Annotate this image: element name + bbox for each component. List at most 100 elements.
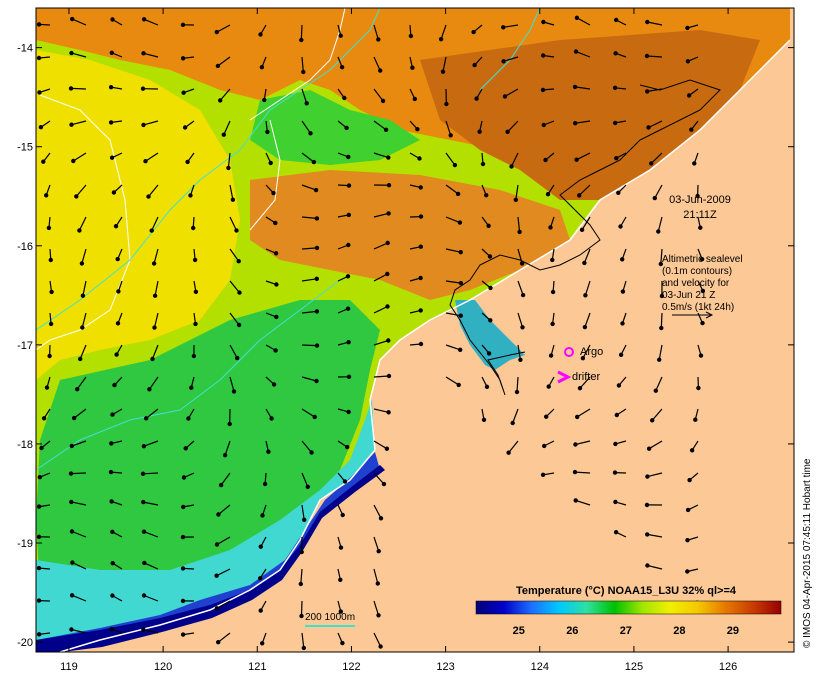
velocity-arrow-head [271,382,277,387]
velocity-arrow-head [183,446,188,451]
velocity-arrow [648,120,663,129]
velocity-arrow [71,18,87,26]
velocity-arrow-head [74,194,79,199]
velocity-arrow-head [346,212,351,218]
colorbar-ramp [475,600,782,615]
velocity-arrow [660,312,663,329]
velocity-arrow-head [214,542,220,547]
velocity-arrow-head [520,292,526,298]
velocity-arrow-head [74,387,80,392]
velocity-arrow-head [260,641,265,646]
velocity-arrow [81,312,87,328]
velocity-arrow-head [472,62,477,68]
velocity-arrow-head [109,441,114,446]
velocity-arrow-head [338,545,344,550]
velocity-arrow [216,600,231,609]
velocity-arrow-head [345,306,351,311]
velocity-arrow-head [188,193,193,198]
velocity-arrow-head [141,444,147,449]
velocity-arrow [654,184,663,199]
velocity-arrow-head [381,481,387,487]
velocity-arrow-head [237,290,242,295]
velocity-arrow-head [71,158,76,164]
plot-frame [35,7,795,653]
velocity-arrow-head [657,357,662,362]
velocity-arrow [583,248,591,264]
sst-field [36,8,790,652]
velocity-arrow-head [180,56,186,61]
velocity-arrow-head [338,577,343,583]
velocity-arrow-head [384,446,390,451]
velocity-arrow [300,568,303,585]
velocity-arrow-head [298,581,303,587]
svg-text:and velocity for: and velocity for [662,278,730,289]
velocity-arrow-head [36,534,42,540]
velocity-arrow-head [345,444,350,450]
velocity-arrow-head [140,471,146,476]
velocity-arrow-head [218,482,224,488]
velocity-arrow [579,376,591,389]
velocity-arrow [373,305,388,314]
velocity-arrow-head [182,125,188,130]
velocity-arrow-head [614,155,619,161]
velocity-arrow [373,632,382,647]
velocity-arrow-head [541,19,546,25]
velocity-arrow-head [645,532,650,537]
velocity-arrow-head [614,412,620,418]
velocity-arrow-head [385,240,390,246]
velocity-arrow [148,184,159,197]
velocity-arrow-head [36,504,42,509]
velocity-arrow-head [258,32,263,37]
velocity-arrow-head [577,386,583,391]
velocity-arrow [153,312,159,328]
velocity-arrow-head [385,304,390,309]
velocity-arrow [301,247,318,250]
velocity-arrow [575,86,591,90]
svg-text:200 1000m: 200 1000m [305,612,355,623]
velocity-arrow-head [314,343,320,348]
velocity-arrow-head [546,384,551,389]
velocity-arrow-head [540,87,546,93]
velocity-arrow-head [190,225,196,231]
velocity-arrow-head [68,471,74,476]
velocity-arrow [70,87,87,90]
velocity-arrow-head [150,356,155,362]
velocity-arrow-head [488,285,493,291]
velocity-arrow-head [258,576,263,581]
svg-text:Altimetric sealevel: Altimetric sealevel [662,254,743,265]
sst-warm-mid [250,170,570,300]
velocity-arrow-head [193,289,199,294]
velocity-arrow-head [217,98,223,103]
velocity-arrow [445,184,459,195]
velocity-arrow-head [222,453,228,458]
velocity-arrow [71,501,87,506]
velocity-arrow [517,312,524,328]
velocity-arrow-head [700,288,706,294]
velocity-arrow-head [185,159,190,165]
velocity-arrow [76,376,87,390]
velocity-arrow [71,594,87,602]
velocity-arrow-head [180,22,186,27]
velocity-arrow-head [181,475,187,480]
velocity-arrow-head [189,385,194,390]
velocity-arrow-head [152,325,157,330]
velocity-arrow [217,632,231,643]
velocity-arrow [507,120,519,133]
velocity-arrow [73,408,87,419]
lat-tick-label: -14 [17,43,33,55]
velocity-arrow-head [234,355,240,361]
velocity-arrow-head [644,502,650,508]
velocity-arrow [578,184,591,196]
velocity-arrow [581,216,591,231]
velocity-arrow-head [574,157,579,162]
velocity-arrow-head [488,318,493,323]
velocity-arrow-head [109,499,114,504]
velocity-arrow-head [452,162,458,168]
velocity-arrow-head [444,101,449,107]
sst-green-mid [250,90,420,165]
velocity-arrow-head [550,289,556,295]
velocity-arrow [153,248,159,264]
velocity-arrow-head [69,16,75,22]
velocity-arrow-head [572,84,578,90]
velocity-arrow [373,24,379,40]
